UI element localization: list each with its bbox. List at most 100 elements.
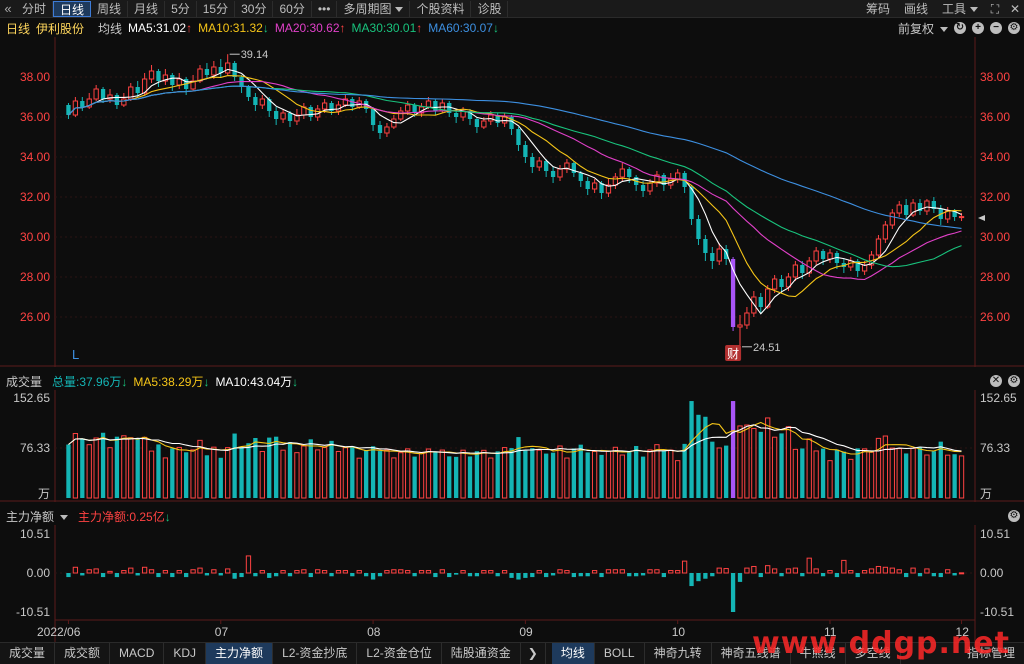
fund-bar [571, 573, 576, 578]
more-periods-button[interactable]: ••• [312, 0, 338, 17]
candlestick-chart[interactable]: 38.00 38.00 36.00 36.00 34.00 34.00 32.00 32.00… [0, 37, 1024, 367]
fund-bar [557, 569, 563, 574]
volume-bar [861, 448, 868, 499]
indicator-manage-button[interactable]: 指标管理 [966, 646, 1015, 660]
volume-bar [148, 450, 155, 499]
volume-bar [771, 436, 778, 499]
fund-bar [924, 568, 930, 574]
fund-bar [350, 573, 355, 577]
tab-weekly[interactable]: 周线 [91, 0, 129, 17]
settings-icon[interactable]: ⚙ [1008, 510, 1020, 522]
fund-bar [765, 565, 771, 574]
tab-boll[interactable]: BOLL [595, 643, 645, 664]
diagnosis-button[interactable]: 诊股 [471, 0, 509, 17]
chips-button[interactable]: 筹码 [865, 1, 890, 16]
chevron-right-icon[interactable]: ❯ [521, 643, 546, 664]
back-icon[interactable]: « [4, 1, 12, 16]
ma30-text: MA30:30.01 [351, 21, 417, 35]
tab-30min[interactable]: 30分 [235, 0, 274, 17]
fund-bar [460, 570, 466, 574]
ma20-line [68, 80, 962, 281]
volume-bar [454, 456, 459, 498]
volume-bar [557, 445, 563, 499]
tab-magic-five[interactable]: 神奇五线谱 [712, 643, 791, 664]
fund-bar [280, 570, 286, 574]
fund-bar [564, 570, 570, 574]
candle-body [190, 80, 196, 90]
tab-turnover[interactable]: 成交额 [55, 643, 111, 664]
candle-body [800, 265, 805, 273]
candle-body [204, 69, 210, 75]
ma-label[interactable]: 均线 [98, 21, 123, 36]
tab-60min[interactable]: 60分 [273, 0, 312, 17]
fund-bar [723, 568, 729, 574]
settings-icon[interactable]: ⚙ [1008, 375, 1020, 387]
close-icon[interactable]: ✕ [990, 375, 1002, 387]
fund-bar [681, 560, 688, 574]
fund-bar [93, 568, 99, 574]
fund-bar [771, 568, 778, 574]
fund-bar [245, 555, 252, 574]
tab-5min[interactable]: 5分 [165, 0, 197, 17]
candle-body [730, 259, 736, 327]
zoom-out-icon[interactable]: − [990, 22, 1002, 34]
volume-bar [488, 457, 494, 499]
candle-body [294, 114, 300, 122]
volume-bar [730, 401, 736, 498]
fund-bar [481, 570, 487, 574]
tab-volume[interactable]: 成交量 [0, 643, 56, 664]
y-tick-left: 152.65 [13, 391, 50, 405]
volume-bar [162, 457, 169, 499]
fund-bar [882, 566, 889, 574]
arrow-up-icon: ↑ [186, 21, 193, 35]
fund-flow-chart[interactable]: 10.51 10.51 0.00 0.00 -10.51 -10.51 2022/06 07 0… [0, 525, 1024, 642]
volume-bar [668, 449, 674, 499]
volume-bar [516, 437, 521, 498]
tab-intraday[interactable]: 分时 [16, 0, 54, 17]
volume-bar [274, 436, 279, 498]
fund-title[interactable]: 主力净额 [6, 508, 69, 525]
fund-bar [875, 565, 882, 574]
tools-dropdown[interactable]: 工具 [936, 1, 984, 17]
volume-bar [156, 444, 161, 498]
tab-hk-connect[interactable]: 陆股通资金 [442, 643, 521, 664]
arrow-down-icon: ↓ [121, 374, 128, 389]
tab-15min[interactable]: 15分 [197, 0, 236, 17]
volume-chart[interactable]: 152.65 152.65 76.33 76.33 万 万 [0, 390, 1024, 502]
volume-bar [751, 427, 757, 499]
candle-body [564, 162, 570, 170]
adjust-mode[interactable]: 前复权 [898, 20, 948, 37]
zoom-in-icon[interactable]: + [972, 22, 984, 34]
fund-flow-header: 主力净额 主力净额:0.25亿↓ ⚙ [0, 507, 1024, 525]
tab-kdj[interactable]: KDJ [164, 643, 207, 664]
stock-info-button[interactable]: 个股资料 [410, 0, 472, 17]
volume-ma5: MA5:38.29万↓ [133, 373, 209, 390]
tab-bull-bear[interactable]: 牛熊线 [791, 643, 846, 664]
y-tick-left: 30.00 [20, 230, 50, 244]
fund-bar [447, 573, 452, 578]
refresh-icon[interactable]: ↻ [954, 22, 966, 34]
candle-body [128, 86, 134, 100]
tab-long-short[interactable]: 多空线 [846, 643, 901, 664]
fullscreen-icon[interactable]: ⛶ [990, 1, 1000, 16]
candle-body [675, 172, 681, 180]
volume-title[interactable]: 成交量 [6, 374, 43, 389]
tab-ma[interactable]: 均线 [551, 643, 595, 664]
settings-icon[interactable]: ⚙ [1008, 22, 1020, 34]
volume-bar [758, 431, 763, 498]
candle-body [550, 171, 556, 177]
tab-l2-bottom[interactable]: L2-资金抄底 [273, 643, 358, 664]
tab-l2-position[interactable]: L2-资金仓位 [357, 643, 442, 664]
candle-body [370, 109, 376, 125]
adjust-label: 前复权 [897, 21, 934, 36]
tab-monthly[interactable]: 月线 [128, 0, 166, 17]
tab-daily[interactable]: 日线 [53, 0, 92, 17]
candle-body [253, 97, 258, 105]
multi-period-dropdown[interactable]: 多周期图 [337, 0, 411, 17]
tab-macd[interactable]: MACD [110, 643, 165, 664]
volume-bar [190, 449, 196, 499]
close-icon[interactable]: ✕ [1009, 1, 1021, 16]
tab-main-fund[interactable]: 主力净额 [206, 643, 274, 664]
tab-magic-nine[interactable]: 神奇九转 [645, 643, 712, 664]
draw-line-button[interactable]: 画线 [903, 1, 928, 16]
